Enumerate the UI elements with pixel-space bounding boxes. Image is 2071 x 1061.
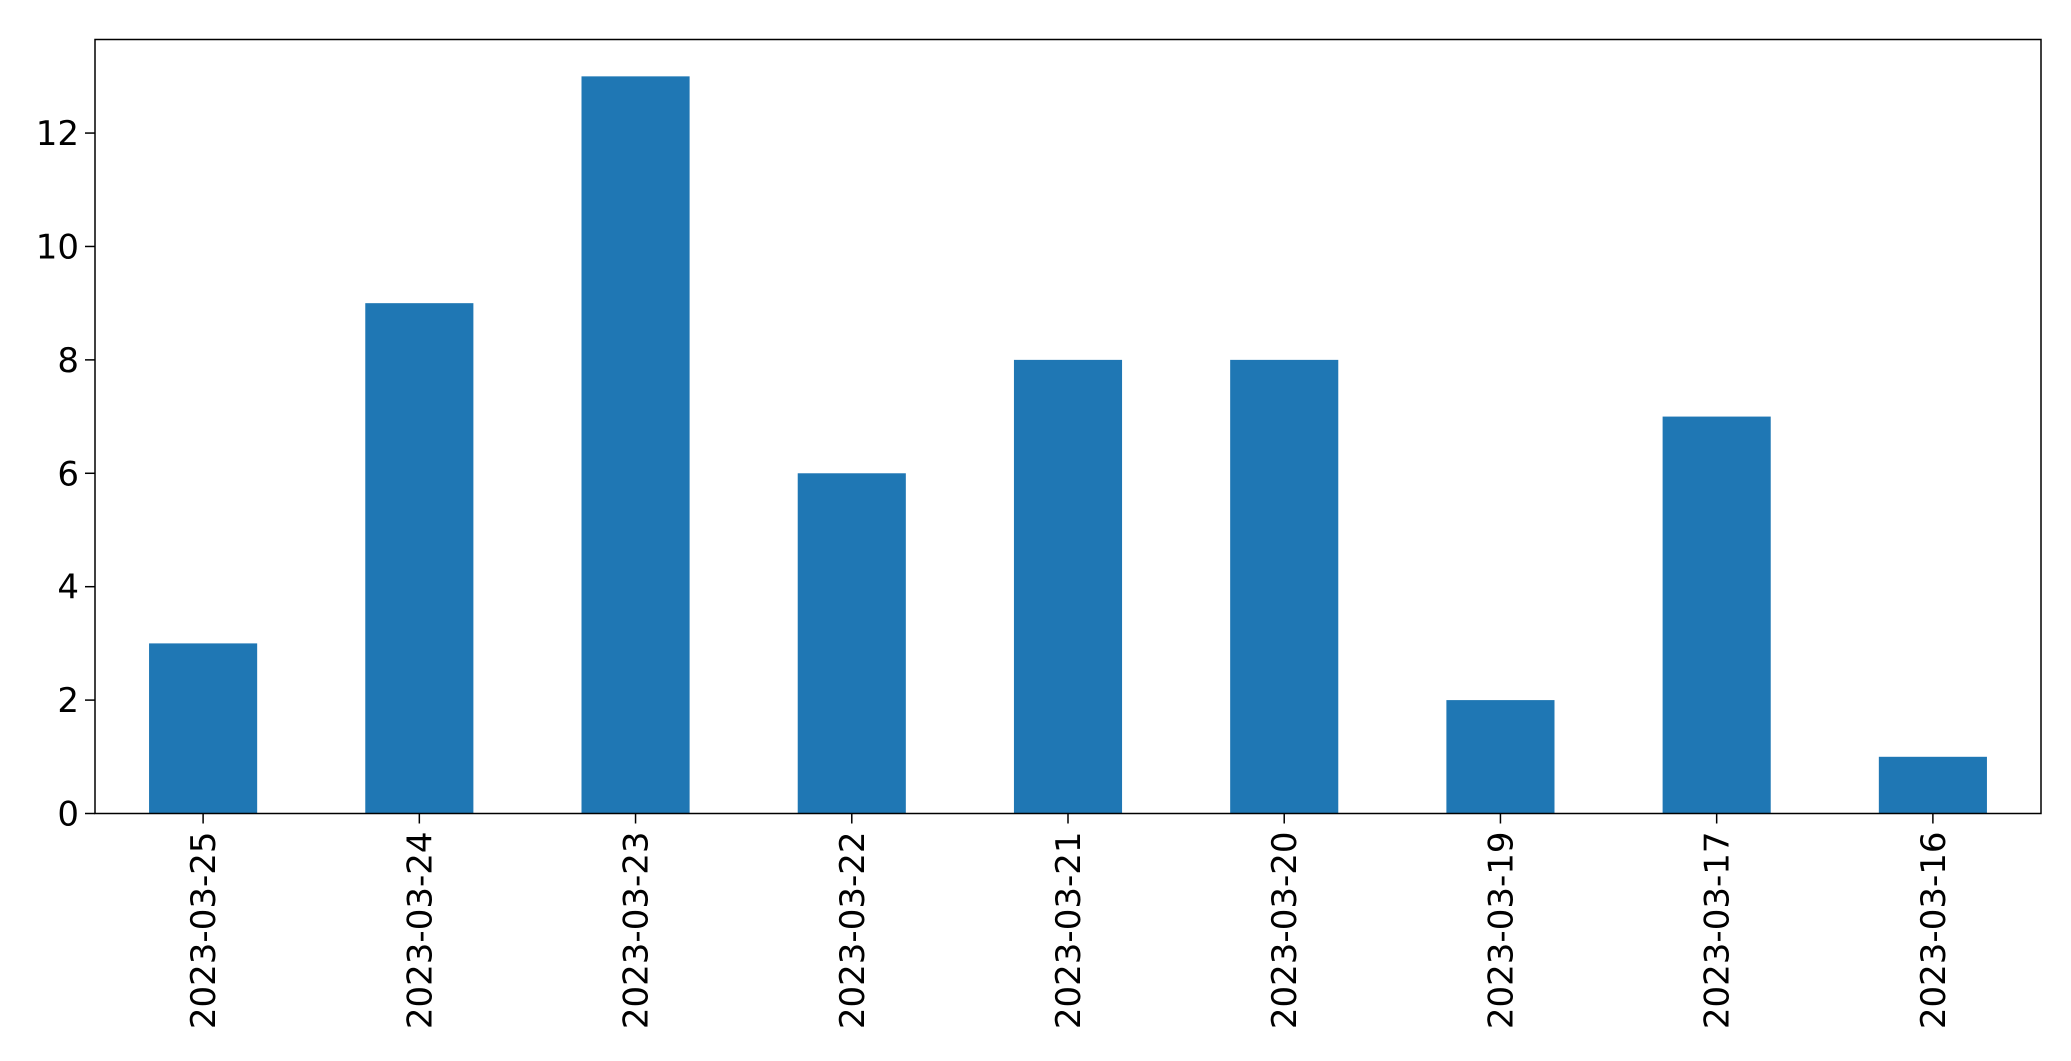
y-tick-label: 10: [36, 227, 79, 267]
bar-2023-03-22: [797, 473, 906, 814]
bars-group: [149, 76, 1987, 814]
bar-2023-03-23: [581, 76, 690, 814]
y-tick-label: 2: [57, 681, 79, 721]
x-tick-label: 2023-03-21: [1049, 832, 1089, 1030]
bar-2023-03-16: [1878, 756, 1987, 814]
x-tick-label: 2023-03-19: [1481, 832, 1521, 1030]
x-tick-label: 2023-03-24: [400, 832, 440, 1030]
x-tick-label: 2023-03-16: [1914, 832, 1954, 1030]
bar-2023-03-25: [149, 643, 258, 814]
x-tick-label: 2023-03-23: [617, 832, 657, 1030]
y-tick-label: 8: [57, 341, 79, 381]
bar-2023-03-24: [365, 303, 474, 814]
x-tick-label: 2023-03-17: [1698, 832, 1738, 1030]
x-tick-label: 2023-03-22: [833, 832, 873, 1030]
bar-2023-03-19: [1446, 700, 1555, 814]
y-tick-label: 12: [36, 114, 79, 154]
bar-2023-03-21: [1013, 359, 1123, 814]
x-tick-label: 2023-03-20: [1265, 832, 1305, 1030]
x-tick-label: 2023-03-25: [184, 832, 224, 1030]
bar-2023-03-20: [1230, 359, 1339, 814]
bar-2023-03-17: [1662, 416, 1771, 814]
y-axis: 0 2 4 6 8 10 12: [36, 114, 95, 835]
y-tick-label: 4: [57, 568, 79, 608]
y-tick-label: 0: [57, 795, 79, 835]
x-axis: 2023-03-25 2023-03-24 2023-03-23 2023-03-22…: [184, 813, 1954, 1030]
y-tick-label: 6: [57, 454, 79, 494]
plot-frame: [94, 38, 2042, 815]
